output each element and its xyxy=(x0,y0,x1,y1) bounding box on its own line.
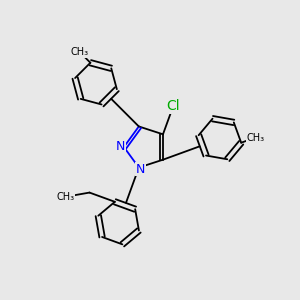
Text: CH₃: CH₃ xyxy=(57,192,75,202)
Text: Cl: Cl xyxy=(167,99,180,113)
Text: N: N xyxy=(116,140,126,154)
Text: CH₃: CH₃ xyxy=(246,133,264,142)
Text: N: N xyxy=(136,163,145,176)
Text: CH₃: CH₃ xyxy=(71,47,89,57)
